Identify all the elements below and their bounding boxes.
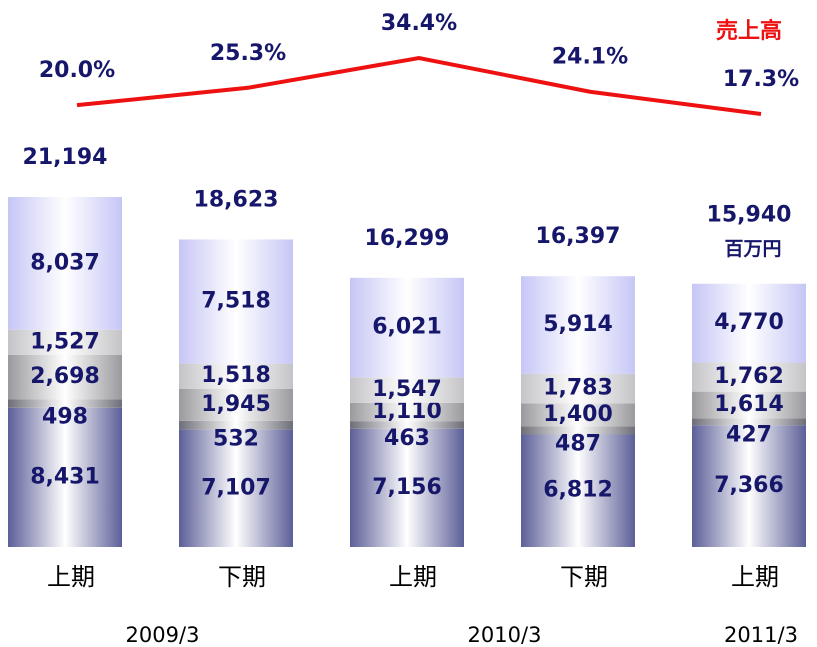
data-label: 7,156 bbox=[372, 475, 442, 500]
bar-segment bbox=[692, 418, 806, 426]
data-label: 1,762 bbox=[714, 364, 784, 389]
group-label: 2010/3 bbox=[468, 623, 542, 647]
line-label: 17.3% bbox=[723, 67, 799, 92]
line-label: 24.1% bbox=[552, 45, 628, 70]
bar-segment bbox=[521, 434, 635, 547]
bar-segment bbox=[8, 329, 122, 355]
data-label: 7,107 bbox=[201, 475, 271, 500]
data-label: 463 bbox=[384, 426, 430, 451]
total-label: 21,194 bbox=[23, 145, 108, 170]
data-label: 1,400 bbox=[543, 402, 613, 427]
total-label: 15,940 bbox=[707, 203, 792, 228]
data-label: 7,518 bbox=[201, 289, 271, 314]
bar-segment bbox=[521, 373, 635, 404]
data-label: 4,770 bbox=[714, 310, 784, 335]
bar-segment bbox=[692, 391, 806, 419]
bar-segment bbox=[8, 354, 122, 400]
total-label: 16,299 bbox=[365, 226, 450, 251]
bar-segment bbox=[350, 377, 464, 403]
bar-segment bbox=[179, 363, 293, 389]
data-label: 6,812 bbox=[543, 478, 613, 503]
unit-label: 百万円 bbox=[724, 238, 781, 260]
data-label: 8,431 bbox=[30, 464, 100, 489]
total-label: 18,623 bbox=[194, 187, 279, 212]
data-label: 532 bbox=[213, 427, 259, 452]
bar-segment bbox=[8, 399, 122, 408]
x-tick-label: 下期 bbox=[218, 563, 266, 591]
line-label: 25.3% bbox=[210, 41, 286, 66]
group-label: 2009/3 bbox=[126, 623, 200, 647]
data-label: 1,783 bbox=[543, 376, 613, 401]
bar-segment bbox=[350, 402, 464, 422]
group-label: 2011/3 bbox=[724, 623, 798, 647]
bar-segment bbox=[179, 239, 293, 364]
bar-segment bbox=[521, 403, 635, 427]
data-label: 5,914 bbox=[543, 312, 613, 337]
bar-segment bbox=[8, 197, 122, 330]
data-label: 8,037 bbox=[30, 250, 100, 275]
bar-segment bbox=[692, 362, 806, 392]
bar-segment bbox=[521, 276, 635, 374]
line-label: 34.4% bbox=[381, 11, 457, 36]
x-tick-label: 上期 bbox=[47, 563, 95, 591]
data-label: 2,698 bbox=[30, 364, 100, 389]
data-label: 7,366 bbox=[714, 473, 784, 498]
bar-segment bbox=[350, 428, 464, 547]
data-label: 427 bbox=[726, 422, 772, 447]
total-label: 16,397 bbox=[536, 224, 621, 249]
data-label: 1,614 bbox=[714, 392, 784, 417]
bar-segment bbox=[179, 388, 293, 421]
data-label: 1,527 bbox=[30, 329, 100, 354]
data-label: 1,945 bbox=[201, 392, 271, 417]
data-label: 6,021 bbox=[372, 315, 442, 340]
bar-segment bbox=[350, 277, 464, 378]
data-label: 498 bbox=[42, 405, 88, 430]
line-label: 20.0% bbox=[39, 58, 115, 83]
bar-segment bbox=[350, 421, 464, 429]
x-tick-label: 上期 bbox=[389, 563, 437, 591]
bar-segment bbox=[179, 429, 293, 547]
x-tick-label: 下期 bbox=[560, 563, 608, 591]
data-label: 1,547 bbox=[372, 377, 442, 402]
bar-segment bbox=[179, 420, 293, 430]
data-label: 1,518 bbox=[201, 363, 271, 388]
line-name: 売上高 bbox=[716, 18, 782, 44]
data-label: 487 bbox=[555, 431, 601, 456]
bar-segment bbox=[692, 425, 806, 547]
bar-segment bbox=[8, 407, 122, 547]
line bbox=[76, 55, 762, 116]
x-tick-label: 上期 bbox=[731, 563, 779, 591]
data-label: 1,110 bbox=[372, 399, 442, 424]
bar-segment bbox=[692, 283, 806, 363]
bar-segment bbox=[521, 426, 635, 435]
